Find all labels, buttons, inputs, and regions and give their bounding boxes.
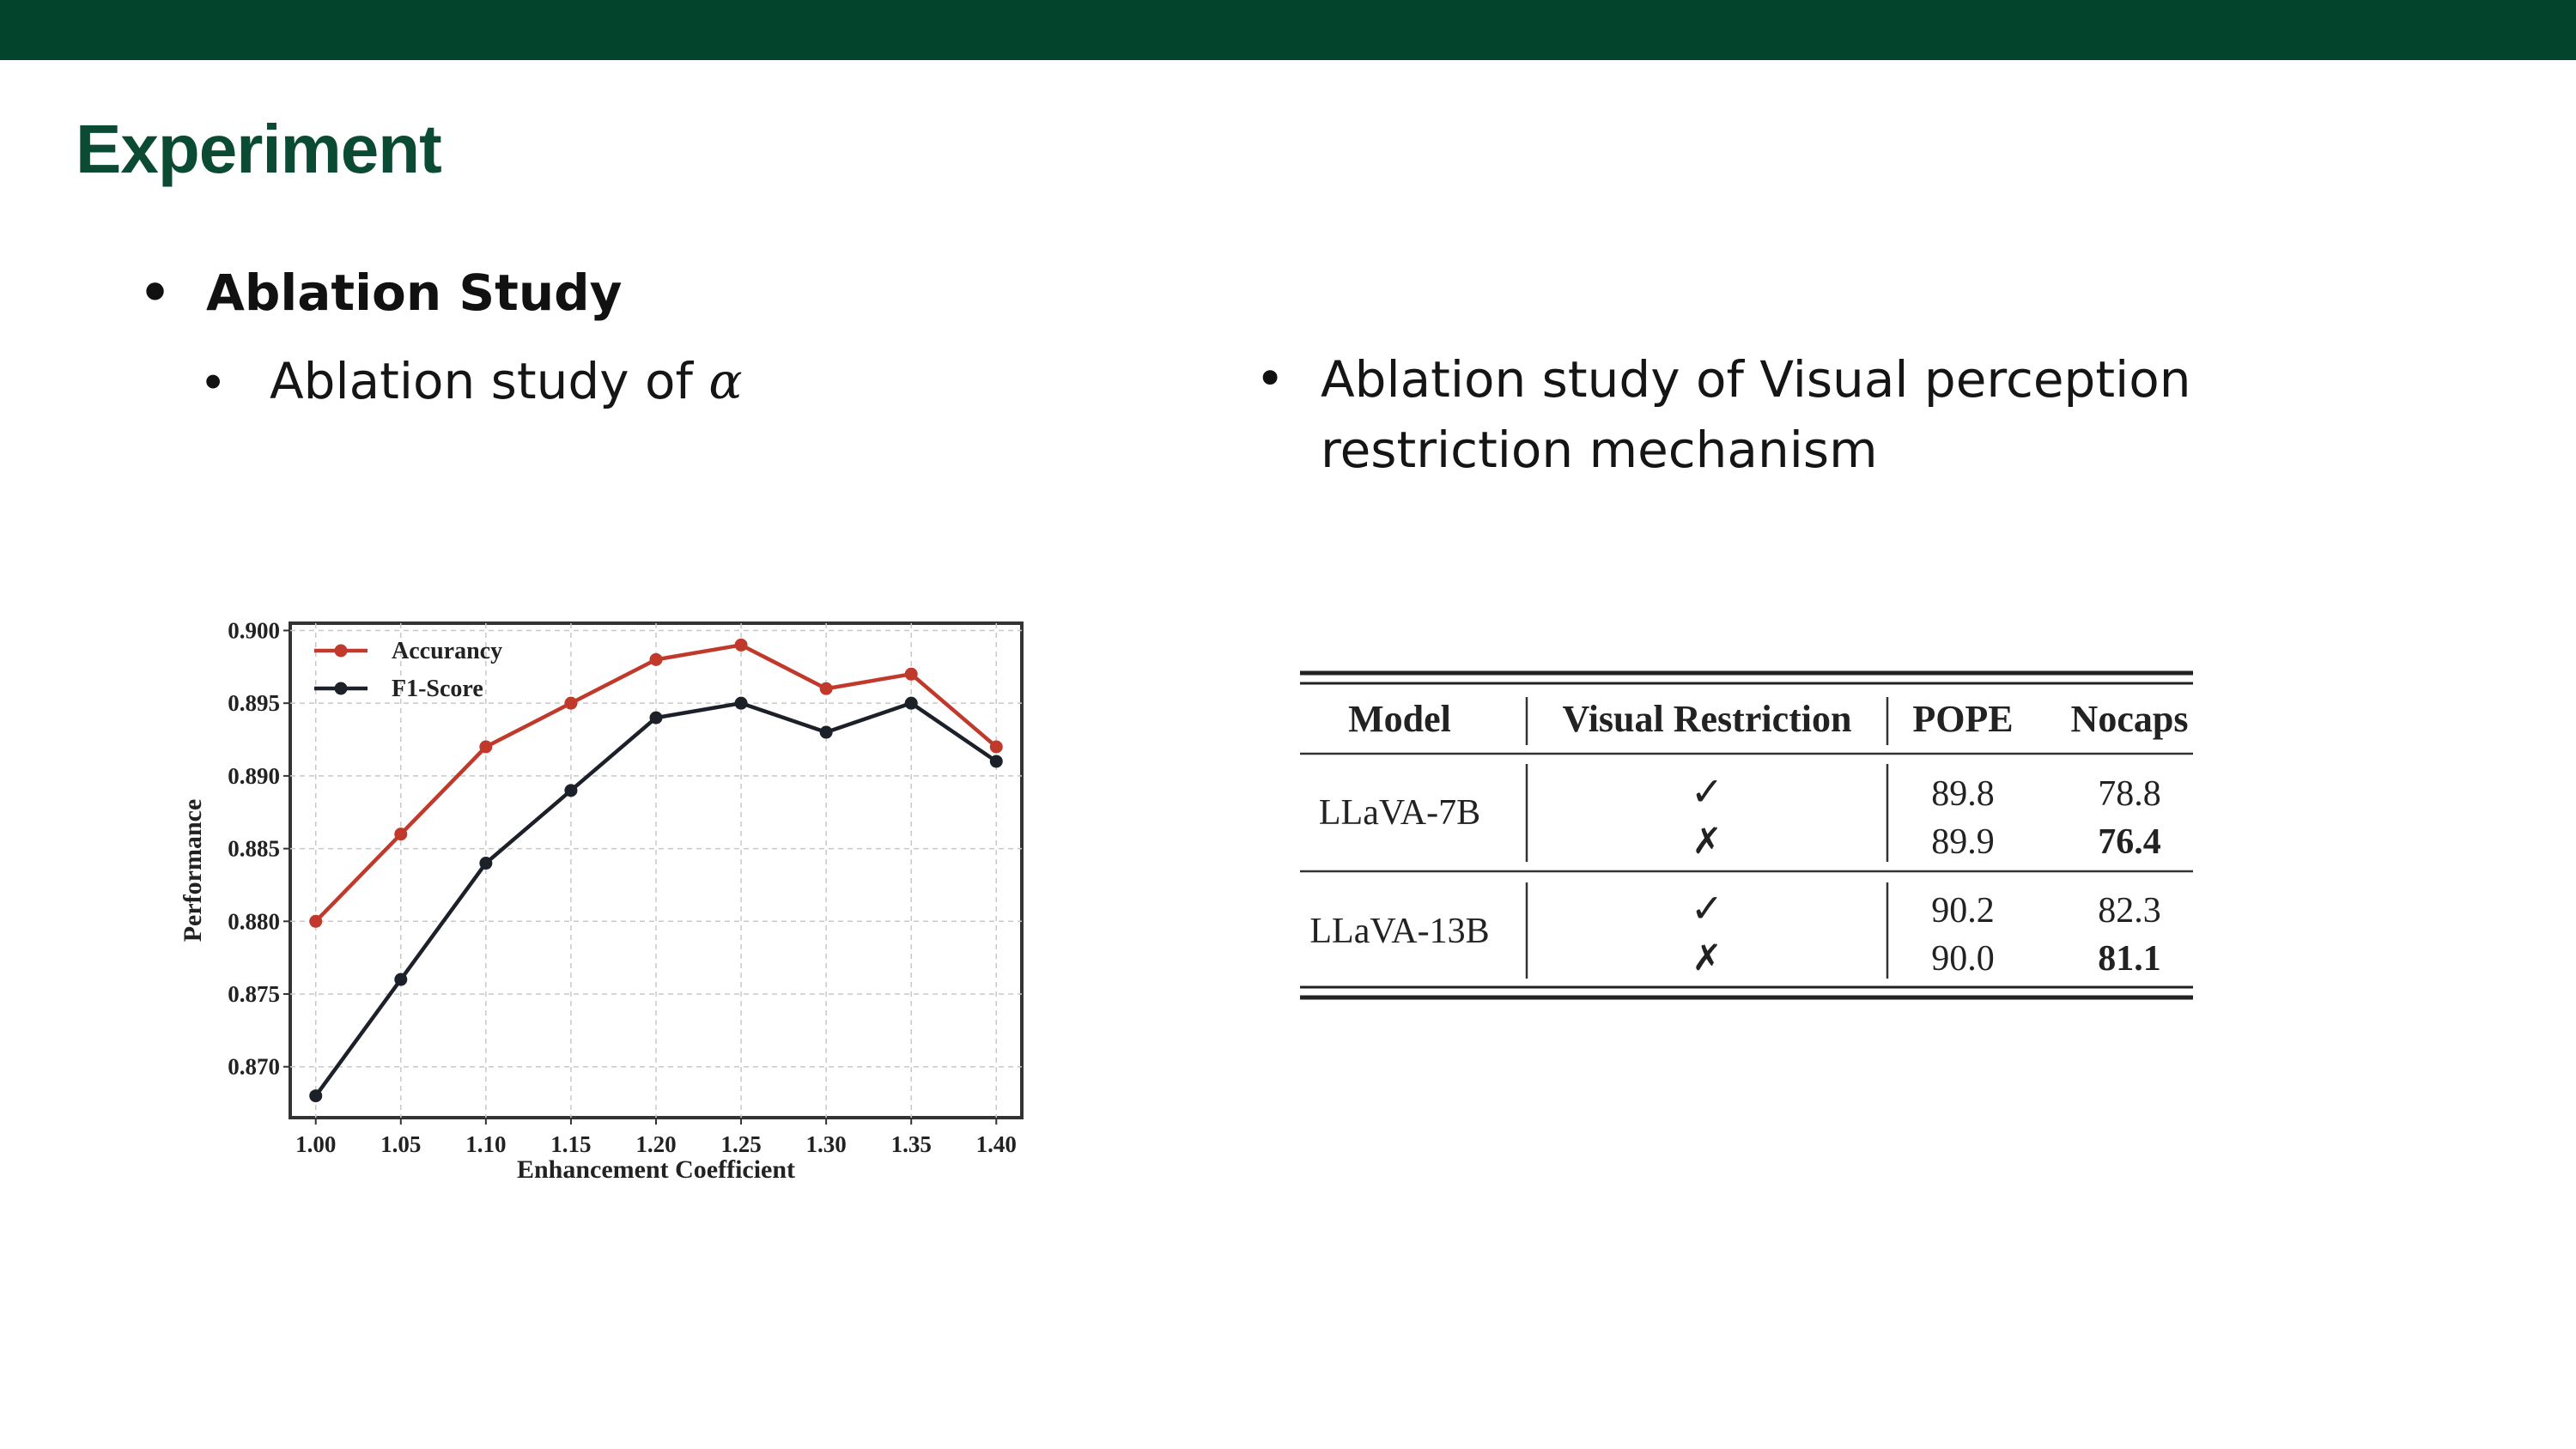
table-pope-cell: 89.8: [1931, 774, 1995, 814]
x-axis-ticks: 1.00 1.05 1.10 1.15 1.20 1.25 1.30 1.35 1.40: [295, 1118, 1017, 1157]
x-tick-label: 1.15: [550, 1131, 591, 1157]
y-tick-label: 0.885: [228, 836, 280, 862]
data-point: [649, 652, 663, 666]
y-axis-ticks: 0.900 0.895 0.890 0.885 0.880 0.875 0.870: [228, 617, 290, 1080]
ablation-table: Model Visual Restriction POPE Nocaps LLa…: [1300, 670, 2193, 1000]
x-axis-label: Enhancement Coefficient: [517, 1155, 795, 1184]
data-point: [479, 857, 493, 870]
data-point: [904, 696, 918, 710]
bullet-main-text: Ablation Study: [206, 264, 623, 322]
legend: Accurancy F1-Score: [314, 638, 502, 702]
table-pope-cell: 90.2: [1931, 891, 1995, 931]
y-tick-label: 0.875: [228, 981, 280, 1007]
y-tick-label: 0.890: [228, 763, 280, 789]
line-chart: 0.900 0.895 0.890 0.885 0.880 0.875 0.870 1.00…: [179, 617, 1024, 1184]
table-restriction-cell: ✗: [1692, 939, 1722, 979]
table-header-pope: POPE: [1912, 698, 2013, 740]
data-point: [819, 725, 833, 739]
x-tick-label: 1.05: [380, 1131, 421, 1157]
bullet-right-line1: Ablation study of Visual perception: [1321, 350, 2191, 409]
table-pope-cell: 89.9: [1931, 822, 1995, 862]
x-tick-label: 1.40: [976, 1131, 1017, 1157]
data-point: [564, 696, 578, 710]
data-point: [819, 682, 833, 695]
data-point: [309, 1089, 323, 1103]
table-nocaps-cell: 78.8: [2098, 774, 2161, 814]
bullet-ablation-study: • Ablation Study: [139, 268, 622, 318]
y-axis-label: Performance: [179, 799, 207, 943]
data-point: [394, 828, 408, 841]
legend-label: F1-Score: [392, 676, 483, 702]
legend-marker: [334, 644, 348, 658]
table-nocaps-cell-best: 76.4: [2098, 822, 2161, 862]
bullet-dot: •: [204, 352, 222, 410]
y-tick-label: 0.900: [228, 617, 280, 643]
bullet-visual-restriction: • Ablation study of Visual perception re…: [1255, 349, 2190, 494]
header-bar: [0, 0, 2576, 60]
x-tick-label: 1.00: [295, 1131, 336, 1157]
y-tick-label: 0.880: [228, 908, 280, 934]
x-tick-label: 1.35: [891, 1131, 932, 1157]
alpha-symbol: α: [708, 352, 743, 410]
bullet-alpha: • Ablation study of α: [204, 356, 743, 406]
data-point: [649, 711, 663, 724]
table-model-cell: LLaVA-7B: [1319, 793, 1480, 833]
data-point: [394, 973, 408, 986]
table-restriction-cell: ✗: [1692, 822, 1722, 862]
table-restriction-cell: ✓: [1691, 770, 1724, 814]
bullet-dot: •: [139, 264, 172, 322]
table-model-cell: LLaVA-13B: [1309, 912, 1489, 951]
bullet-left-label: Ablation study of: [270, 352, 693, 410]
data-point: [564, 784, 578, 797]
x-tick-label: 1.30: [806, 1131, 847, 1157]
data-point: [989, 755, 1003, 768]
slide-title: Experiment: [76, 111, 442, 187]
table-restriction-cell: ✓: [1691, 887, 1724, 931]
y-tick-label: 0.870: [228, 1054, 280, 1080]
table-nocaps-cell-best: 81.1: [2098, 939, 2161, 979]
bullet-right-line2: restriction mechanism: [1321, 421, 1878, 479]
data-point: [734, 696, 748, 710]
data-point: [309, 914, 323, 928]
legend-marker: [334, 682, 348, 695]
bullet-left-text: Ablation study of α: [270, 352, 743, 410]
bullet-dot: •: [1255, 349, 1285, 408]
table-header-model: Model: [1348, 698, 1451, 740]
x-tick-label: 1.10: [465, 1131, 506, 1157]
y-tick-label: 0.895: [228, 690, 280, 716]
table-header-nocaps: Nocaps: [2071, 698, 2189, 740]
table-pope-cell: 90.0: [1931, 939, 1995, 979]
data-point: [479, 740, 493, 754]
grid: [290, 623, 1022, 1118]
series-lines: [309, 638, 1003, 1103]
table-nocaps-cell: 82.3: [2098, 891, 2161, 931]
x-tick-label: 1.25: [720, 1131, 761, 1157]
data-point: [734, 638, 748, 652]
data-point: [989, 740, 1003, 754]
legend-label: Accurancy: [392, 638, 502, 664]
x-tick-label: 1.20: [635, 1131, 676, 1157]
data-point: [904, 667, 918, 681]
table-header-restriction: Visual Restriction: [1563, 698, 1852, 740]
